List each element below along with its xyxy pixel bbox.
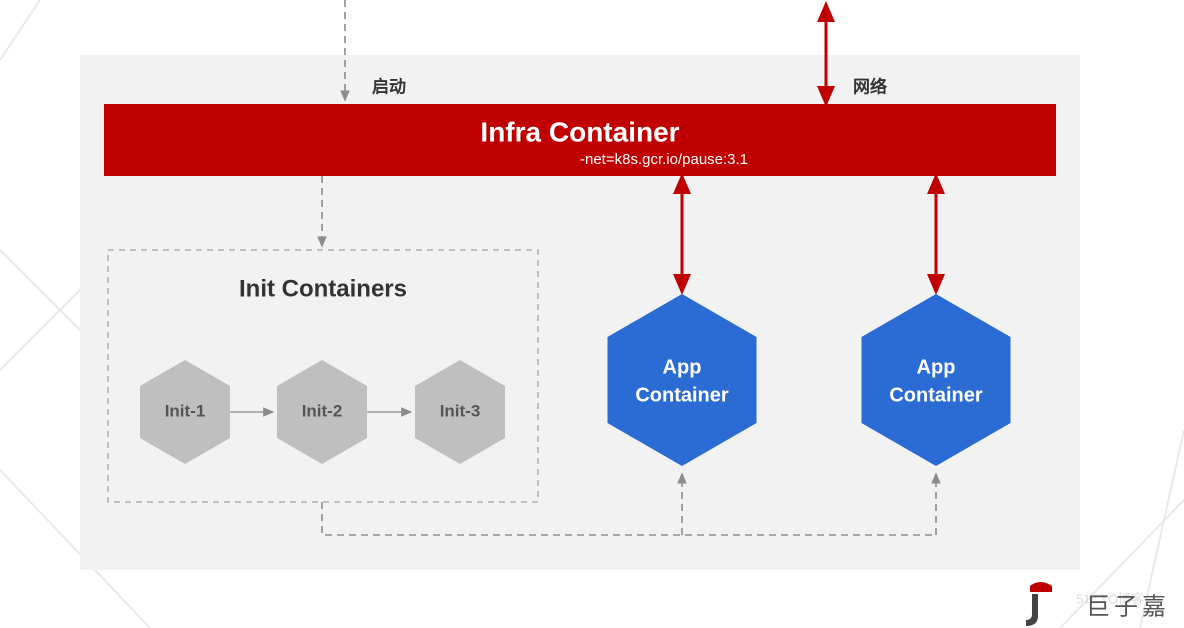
bg-decoline [1060,500,1184,628]
label-network: 网络 [853,76,887,96]
infra-subtitle: -net=k8s.gcr.io/pause:3.1 [580,151,748,168]
init-hex-label: Init-3 [440,401,481,420]
bg-decoline [1140,430,1184,628]
init-hexagon [277,360,367,464]
watermark-text: 51CTO博客 [1076,591,1144,606]
app-container-label1: App [663,356,702,378]
label-start: 启动 [372,76,406,96]
logo-icon-bottom [1026,594,1038,626]
init-hex-label: Init-2 [302,401,343,420]
bg-decoline [0,470,150,628]
init-containers-box [108,250,538,502]
bg-decoline [0,250,120,370]
logo-icon-top [1030,582,1052,592]
infra-title: Infra Container [480,116,679,147]
logo-text: 巨子嘉 [1086,593,1170,620]
app-container-label2: Container [889,384,983,406]
app-container-label1: App [917,356,956,378]
init-hex-label: Init-1 [165,401,206,420]
app-container-label2: Container [635,384,729,406]
outer-panel [80,55,1080,570]
app-container-hexagon [608,294,757,466]
bg-decoline [0,0,40,60]
init-hexagon [140,360,230,464]
route-init-to-apps-trunk [322,502,936,535]
bg-decoline [0,250,120,370]
init-box-title: Init Containers [239,275,407,302]
infra-container-box [104,104,1056,176]
init-hexagon [415,360,505,464]
app-container-hexagon [862,294,1011,466]
